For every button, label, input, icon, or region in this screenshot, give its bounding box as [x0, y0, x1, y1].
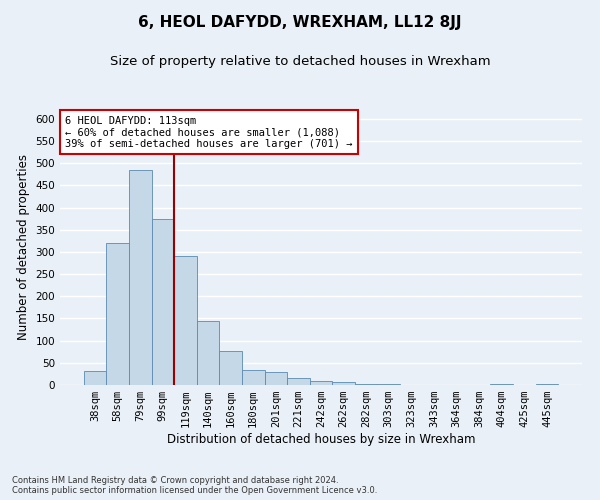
Bar	[265, 372, 287, 385]
Text: Contains HM Land Registry data © Crown copyright and database right 2024.
Contai: Contains HM Land Registry data © Crown c…	[12, 476, 377, 495]
Y-axis label: Number of detached properties: Number of detached properties	[17, 154, 30, 340]
Bar	[332, 382, 355, 385]
Bar	[106, 243, 129, 385]
Bar	[310, 382, 332, 385]
Text: 6 HEOL DAFYDD: 113sqm
← 60% of detached houses are smaller (1,088)
39% of semi-d: 6 HEOL DAFYDD: 113sqm ← 60% of detached …	[65, 116, 353, 148]
Bar	[242, 370, 265, 385]
Bar	[377, 384, 400, 385]
Bar	[355, 384, 377, 385]
Bar	[490, 384, 513, 385]
Bar	[536, 384, 558, 385]
Bar	[287, 378, 310, 385]
Bar	[174, 256, 197, 385]
X-axis label: Distribution of detached houses by size in Wrexham: Distribution of detached houses by size …	[167, 433, 475, 446]
Bar	[220, 351, 242, 385]
Bar	[129, 170, 152, 385]
Text: Size of property relative to detached houses in Wrexham: Size of property relative to detached ho…	[110, 55, 490, 68]
Bar	[197, 320, 220, 385]
Bar	[84, 371, 106, 385]
Bar	[152, 218, 174, 385]
Text: 6, HEOL DAFYDD, WREXHAM, LL12 8JJ: 6, HEOL DAFYDD, WREXHAM, LL12 8JJ	[138, 15, 462, 30]
